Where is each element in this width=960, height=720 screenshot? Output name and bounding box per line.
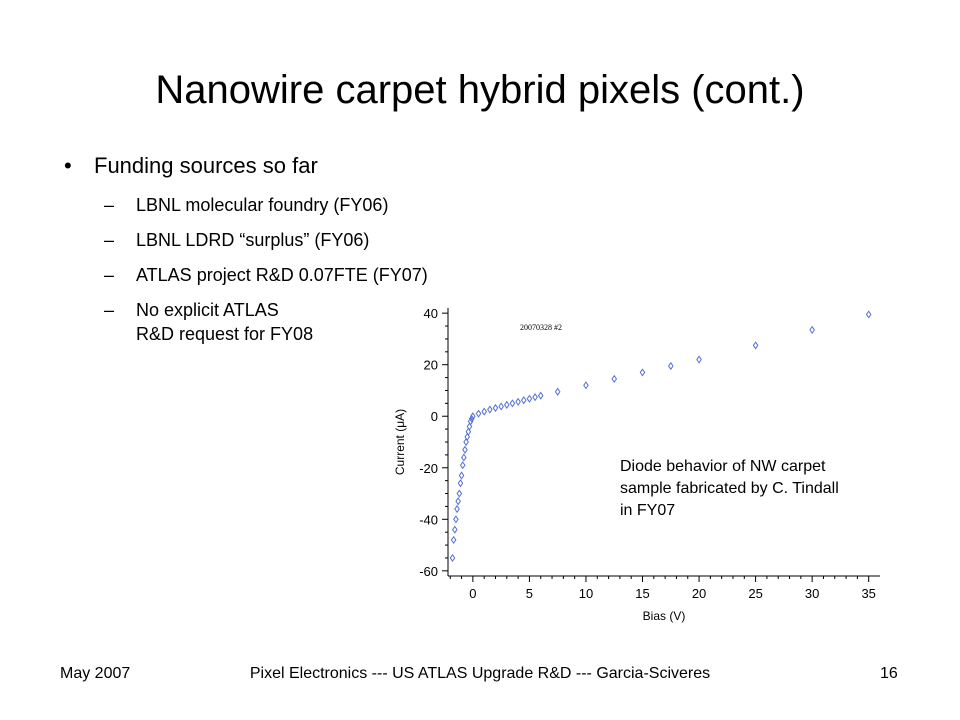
data-point bbox=[639, 368, 646, 377]
y-axis-label: Current (μA) bbox=[393, 409, 407, 475]
sub-item-text: R&D request for FY08 bbox=[136, 324, 314, 344]
data-point bbox=[475, 409, 482, 418]
dash-marker: – bbox=[104, 300, 115, 320]
data-point bbox=[537, 391, 544, 400]
data-point bbox=[455, 497, 461, 506]
data-point bbox=[696, 355, 702, 364]
data-point bbox=[554, 387, 561, 396]
data-point bbox=[667, 361, 674, 371]
x-tick-label: 15 bbox=[635, 586, 649, 601]
data-point bbox=[463, 437, 469, 447]
dash-marker: – bbox=[104, 195, 115, 215]
sub-item-text: ATLAS project R&D 0.07FTE (FY07) bbox=[136, 265, 428, 285]
x-tick-label: 10 bbox=[579, 586, 593, 601]
data-point bbox=[456, 489, 463, 498]
data-point bbox=[492, 403, 499, 413]
data-point bbox=[454, 504, 460, 514]
data-point bbox=[520, 396, 527, 405]
data-point bbox=[583, 381, 589, 390]
caption-line: Diode behavior of NW carpet bbox=[620, 458, 826, 475]
bullet-marker: • bbox=[64, 153, 72, 178]
data-point bbox=[453, 515, 459, 524]
data-point bbox=[466, 422, 473, 431]
data-point bbox=[449, 553, 456, 563]
data-point bbox=[467, 417, 474, 426]
sub-item-text: No explicit ATLAS bbox=[136, 300, 279, 320]
x-tick-label: 35 bbox=[861, 586, 875, 601]
chart-inner-label: 20070328 #2 bbox=[520, 323, 562, 332]
data-point bbox=[451, 525, 458, 534]
data-point bbox=[509, 399, 516, 408]
chart-caption: Diode behavior of NW carpet sample fabri… bbox=[620, 456, 900, 522]
y-tick-label: -60 bbox=[419, 564, 438, 579]
x-tick-label: 5 bbox=[526, 586, 533, 601]
dash-marker: – bbox=[104, 265, 115, 285]
x-tick-label: 30 bbox=[805, 586, 819, 601]
data-point bbox=[515, 397, 521, 406]
x-axis-label: Bias (V) bbox=[643, 609, 686, 623]
caption-line: in FY07 bbox=[620, 502, 676, 519]
x-tick-label: 0 bbox=[469, 586, 476, 601]
data-point bbox=[498, 402, 504, 411]
data-point bbox=[457, 479, 464, 488]
sub-item-text: LBNL molecular foundry (FY06) bbox=[136, 195, 389, 215]
slide-title: Nanowire carpet hybrid pixels (cont.) bbox=[155, 68, 805, 112]
data-point bbox=[481, 407, 487, 416]
sub-item-text: LBNL LDRD “surplus” (FY06) bbox=[136, 230, 370, 250]
data-point bbox=[461, 453, 467, 462]
data-point bbox=[487, 405, 493, 414]
footer-page-number: 16 bbox=[880, 665, 898, 682]
data-point bbox=[503, 400, 510, 409]
dash-marker: – bbox=[104, 230, 115, 250]
data-point bbox=[464, 432, 471, 441]
y-tick-label: 0 bbox=[431, 409, 438, 424]
data-point bbox=[809, 325, 815, 334]
data-point bbox=[468, 414, 475, 423]
iv-chart: 40 20 0 -20 -40 -60 0 5 10 15 20 25 30 35 Bias (V) Curr… bbox=[370, 296, 888, 638]
data-point bbox=[458, 471, 465, 480]
caption-line: sample fabricated by C. Tindall bbox=[620, 480, 839, 497]
data-point bbox=[532, 393, 538, 402]
x-tick-label: 25 bbox=[748, 586, 762, 601]
footer-date: May 2007 bbox=[60, 665, 131, 682]
data-point bbox=[459, 461, 466, 470]
data-point bbox=[470, 412, 476, 421]
footer-title: Pixel Electronics --- US ATLAS Upgrade R… bbox=[249, 665, 711, 682]
data-point bbox=[526, 394, 533, 403]
y-tick-label: -40 bbox=[419, 512, 438, 527]
data-point bbox=[865, 310, 872, 319]
iv-chart-svg: 40 20 0 -20 -40 -60 0 5 10 15 20 25 30 35 Bias (V) Curr… bbox=[393, 306, 880, 623]
y-tick-label: -20 bbox=[419, 461, 438, 476]
x-tick-label: 20 bbox=[692, 586, 706, 601]
y-tick-label: 40 bbox=[424, 306, 438, 321]
data-point bbox=[465, 427, 472, 436]
y-tick-label: 20 bbox=[424, 358, 438, 373]
data-point bbox=[611, 374, 618, 383]
data-point bbox=[450, 535, 457, 545]
bullet-text: Funding sources so far bbox=[94, 153, 318, 178]
data-point bbox=[752, 341, 759, 350]
data-point bbox=[462, 445, 468, 454]
